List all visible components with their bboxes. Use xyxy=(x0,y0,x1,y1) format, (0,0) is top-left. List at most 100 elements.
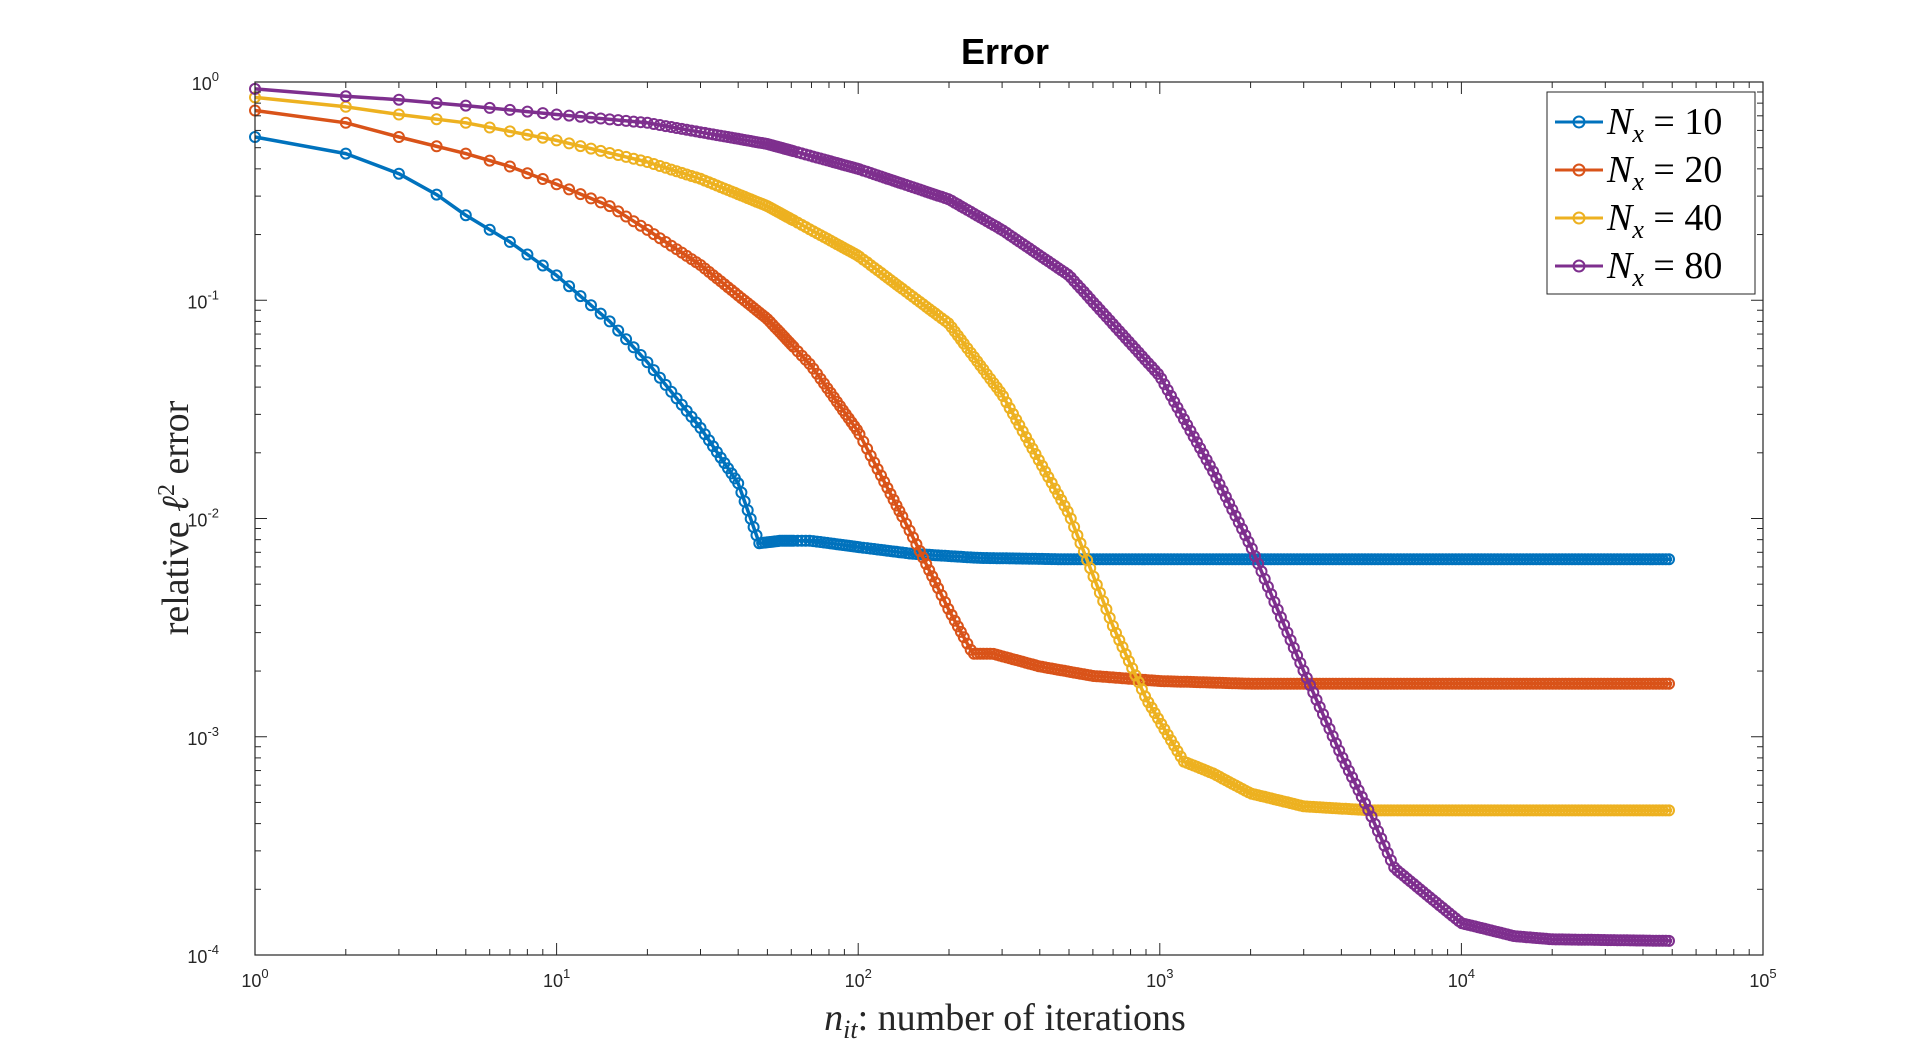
series-marker xyxy=(1074,282,1087,295)
series-marker xyxy=(1326,730,1339,743)
series-marker xyxy=(1219,490,1232,503)
series-marker xyxy=(1036,459,1049,472)
series-marker xyxy=(948,614,961,627)
series-marker xyxy=(785,338,798,351)
series-marker xyxy=(659,120,672,133)
series-marker xyxy=(881,481,894,494)
series-marker xyxy=(1381,846,1394,859)
series-marker xyxy=(550,178,563,191)
series-marker xyxy=(521,167,534,180)
series-marker xyxy=(791,534,804,547)
series-marker xyxy=(536,173,549,185)
series-marker xyxy=(1116,641,1129,653)
series-marker xyxy=(1029,448,1042,460)
series-marker xyxy=(1122,335,1135,348)
series-marker xyxy=(1177,413,1190,426)
series-1 xyxy=(249,131,1675,566)
series-marker xyxy=(1139,690,1152,703)
y-axis-label: relative ℓ2 error xyxy=(154,400,197,635)
series-marker xyxy=(392,167,405,180)
series-marker xyxy=(1184,424,1197,437)
series-marker xyxy=(1229,509,1242,522)
x-tick-label: 100 xyxy=(241,966,268,991)
series-marker xyxy=(1081,289,1094,302)
series-marker xyxy=(585,192,597,205)
series-marker xyxy=(620,114,633,127)
series-marker xyxy=(1349,777,1362,790)
series-marker xyxy=(945,608,958,621)
series-marker xyxy=(1145,360,1158,373)
series-marker xyxy=(392,131,405,143)
series-marker xyxy=(750,529,763,542)
legend-marker xyxy=(1572,259,1586,273)
series-marker xyxy=(1333,744,1346,757)
series-marker xyxy=(997,390,1009,402)
series-marker xyxy=(1368,817,1381,830)
series-marker xyxy=(718,278,731,291)
series-marker xyxy=(1064,271,1077,284)
legend-entry-1: Nx = 10 xyxy=(1555,101,1722,148)
series-marker xyxy=(503,160,516,173)
series-marker xyxy=(603,200,616,213)
series-marker xyxy=(1129,669,1142,682)
series-marker xyxy=(1126,339,1139,352)
series-marker xyxy=(594,307,607,320)
series-marker xyxy=(627,152,640,165)
y-axis-label-before: relative xyxy=(155,512,197,635)
series-marker xyxy=(923,564,936,577)
series-marker xyxy=(392,93,405,106)
series-marker xyxy=(910,538,923,551)
legend-entry-3: Nx = 40 xyxy=(1555,197,1722,244)
series-marker xyxy=(1132,676,1145,689)
plot-area xyxy=(255,82,1763,955)
series-marker xyxy=(1168,395,1181,408)
series-marker xyxy=(942,602,955,615)
series-marker xyxy=(795,534,808,547)
series-marker xyxy=(653,119,666,131)
series-marker xyxy=(1216,484,1229,497)
series-marker xyxy=(1258,573,1271,585)
series-marker xyxy=(647,364,660,377)
series-marker xyxy=(483,223,496,236)
series-marker xyxy=(1359,797,1371,810)
series-marker xyxy=(1013,419,1026,432)
series-marker xyxy=(521,128,534,141)
x-tick-label: 102 xyxy=(845,966,872,991)
series-marker xyxy=(603,147,616,159)
series-marker xyxy=(1307,686,1320,699)
x-tick-label: 101 xyxy=(543,966,570,991)
series-marker xyxy=(1016,425,1029,438)
series-marker xyxy=(1223,497,1236,510)
series-marker xyxy=(875,469,887,482)
series-marker xyxy=(1203,459,1216,472)
series-marker xyxy=(1249,550,1261,563)
series-marker xyxy=(1452,915,1465,927)
series-marker xyxy=(459,209,472,222)
series-marker xyxy=(1139,353,1152,366)
series-marker xyxy=(1116,328,1129,341)
series-marker xyxy=(1161,384,1174,396)
series-marker xyxy=(627,115,640,128)
series-marker xyxy=(1207,465,1220,478)
series-marker xyxy=(1122,655,1135,668)
series-marker xyxy=(503,103,516,116)
series-marker xyxy=(521,105,534,118)
series-marker xyxy=(550,108,563,121)
series-marker xyxy=(1310,693,1323,706)
series-marker xyxy=(1113,634,1126,647)
series-marker xyxy=(647,118,660,130)
series-marker xyxy=(430,113,443,126)
series-marker xyxy=(1239,529,1252,542)
series-marker xyxy=(1375,832,1388,845)
series-marker xyxy=(574,290,587,303)
series-marker xyxy=(1336,751,1349,764)
series-marker xyxy=(659,161,672,174)
series-marker xyxy=(1339,758,1352,771)
series-marker xyxy=(483,121,496,134)
series-marker xyxy=(920,558,933,570)
series-marker xyxy=(641,156,654,168)
series-marker xyxy=(550,134,563,147)
series-marker xyxy=(1020,431,1032,444)
series-marker xyxy=(459,99,472,112)
